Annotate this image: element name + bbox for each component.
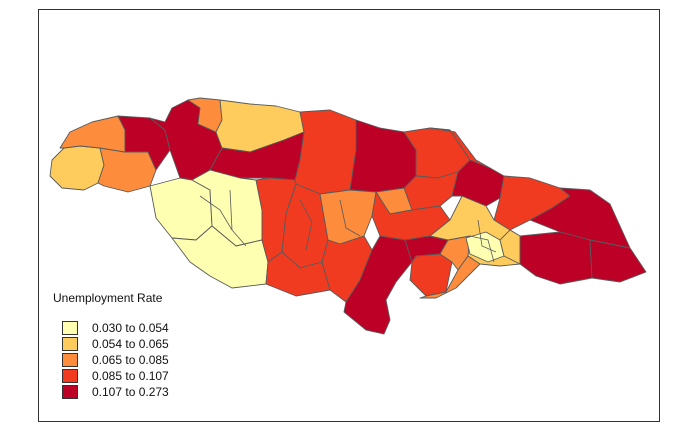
legend-item: 0.030 to 0.054: [62, 320, 169, 336]
legend-label: 0.030 to 0.054: [92, 321, 169, 335]
legend-label: 0.085 to 0.107: [92, 369, 169, 383]
region-portmore: [419, 255, 481, 299]
legend-label: 0.054 to 0.065: [92, 337, 169, 351]
legend-swatch: [62, 369, 78, 383]
region-st-catherine-central: [409, 253, 453, 297]
region-trelawny-central: [294, 109, 357, 195]
legend-swatch: [62, 337, 78, 351]
legend-label: 0.107 to 0.273: [92, 385, 169, 399]
region-hanover-west: [59, 115, 126, 153]
inner-boundary-line: [299, 199, 313, 251]
legend-item: 0.054 to 0.065: [62, 336, 169, 352]
legend-swatch: [62, 353, 78, 367]
legend-title: Unemployment Rate: [53, 291, 163, 305]
region-st-thomas: [519, 231, 593, 285]
region-st-andrew-east: [499, 229, 521, 265]
legend-swatch: [62, 385, 78, 399]
inner-boundary-line: [339, 199, 361, 237]
legend-label: 0.065 to 0.085: [92, 353, 169, 367]
legend-item: 0.065 to 0.085: [62, 352, 169, 368]
inner-boundary-line: [199, 195, 233, 231]
region-westmoreland-inland: [97, 147, 157, 193]
legend-item: 0.085 to 0.107: [62, 368, 169, 384]
region-clarendon-north: [319, 189, 377, 245]
inner-boundary-line: [469, 235, 495, 263]
region-westmoreland-south: [149, 177, 213, 241]
legend-swatch: [62, 321, 78, 335]
inner-boundary-line: [477, 219, 497, 253]
region-trelawny-east: [349, 119, 417, 193]
region-st-thomas-south: [589, 239, 647, 283]
region-west-tip: [49, 145, 105, 191]
legend-item: 0.107 to 0.273: [62, 384, 169, 400]
